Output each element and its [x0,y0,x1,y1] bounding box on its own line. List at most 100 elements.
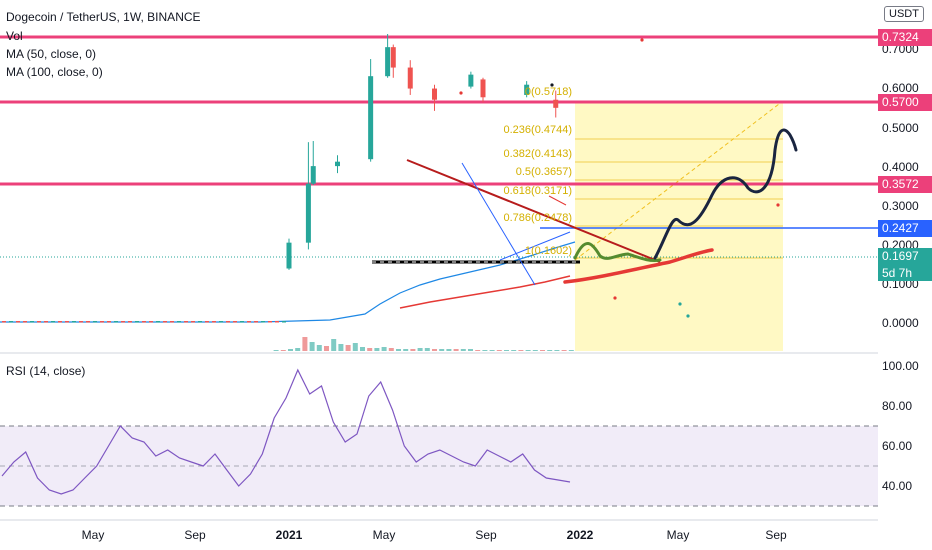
marker-dot [550,83,554,87]
marker-dot [678,302,682,306]
candle [156,321,160,323]
volume-bar [324,346,329,351]
candle [177,321,181,323]
volume-bar [360,347,365,351]
candle [135,321,139,323]
candle [226,321,230,323]
candle [163,321,167,323]
candle-body [335,161,340,167]
rsi-tick: 100.00 [882,359,919,373]
candle [72,321,76,323]
volume-bar [352,343,358,351]
candle-body [385,47,391,77]
volume-bar [338,344,344,351]
time-tick: Sep [475,528,497,542]
time-tick: May [666,528,690,542]
candle [65,321,69,323]
price-tag-05700: 0.5700 [878,94,932,111]
price-tick: 0.3000 [882,199,919,213]
rsi-tick: 40.00 [882,479,913,493]
candle [93,321,97,323]
candle [254,321,258,323]
candle [79,321,83,323]
candle [275,321,279,323]
countdown-tag: 5d 7h [878,265,932,281]
fib-label: 0.236(0.4744) [503,124,573,136]
volume-bar [525,350,531,351]
legend-ma100[interactable]: MA (100, close, 0) [6,65,103,79]
rsi-line [1,368,571,495]
volume-bar [302,337,308,351]
volume-bar [280,350,286,351]
legend-ma50[interactable]: MA (50, close, 0) [6,47,97,61]
legend-rsi[interactable]: RSI (14, close) [6,364,86,378]
volume-bar [554,350,560,351]
candle [121,321,125,323]
candle [86,321,90,323]
candle-body [468,74,474,87]
volume-bar [374,348,380,351]
volume-bar [410,349,416,351]
price-tag-07324: 0.7324 [878,29,932,46]
volume-bar [288,349,293,351]
price-tick: 0.5000 [882,121,919,135]
marker-dot [776,203,780,207]
volume-bar [396,349,401,351]
ma100-line [399,275,571,309]
projected-green-path[interactable] [573,242,662,262]
candle-body [480,79,486,98]
wedge-line-upper[interactable] [461,162,536,286]
fib-label: 0.382(0.4143) [503,148,573,160]
volume-bar [453,349,459,351]
currency-button[interactable]: USDT [884,6,924,22]
volume-bar [482,350,488,351]
candle-body [407,67,413,89]
volume-bar [489,350,495,351]
price-tag-03572: 0.3572 [878,176,932,193]
volume-bar [532,350,538,351]
marker-dot [613,296,617,300]
projected-red-curve[interactable] [563,248,714,284]
volume-bar [388,348,394,351]
volume-bar [475,350,481,351]
marker-dot [686,314,690,318]
volume-bar [460,349,466,351]
candle [114,321,118,323]
candle [282,321,286,323]
wedge-line-lower[interactable] [499,231,571,261]
volume-bar [331,339,337,351]
price-tick: 0.0000 [882,316,919,330]
rsi-tick: 80.00 [882,399,913,413]
symbol-title[interactable]: Dogecoin / TetherUS, 1W, BINANCE [6,10,201,24]
volume-bar [561,350,567,351]
time-tick: May [81,528,105,542]
time-tick: 2022 [566,528,594,542]
fib-label: 1(0.1602) [524,245,572,257]
candle [149,321,153,323]
candle-body [305,183,311,243]
fib-label: 0.5(0.3657) [515,166,572,178]
candle-body [368,76,374,160]
volume-bar [504,350,509,351]
price-tick: 0.6000 [882,81,919,95]
volume-bar [518,350,524,351]
price-tag-current: 0.1697 [878,248,932,265]
descending-trendline[interactable] [406,159,661,263]
projected-line-a [548,195,567,206]
volume-bar [273,350,279,351]
volume-bar [432,349,437,351]
volume-bar [345,345,351,351]
fib-trend-dashed [574,100,784,261]
marker-dot [459,91,463,95]
volume-bar [403,349,409,351]
volume-bar [468,349,473,351]
legend-vol[interactable]: Vol [6,29,23,43]
candle [128,321,132,323]
projected-black-path[interactable] [653,128,798,260]
candle-body [553,99,559,108]
candle [191,321,195,323]
candle [2,321,6,323]
rsi-tick: 60.00 [882,439,913,453]
volume-bar [424,348,430,351]
